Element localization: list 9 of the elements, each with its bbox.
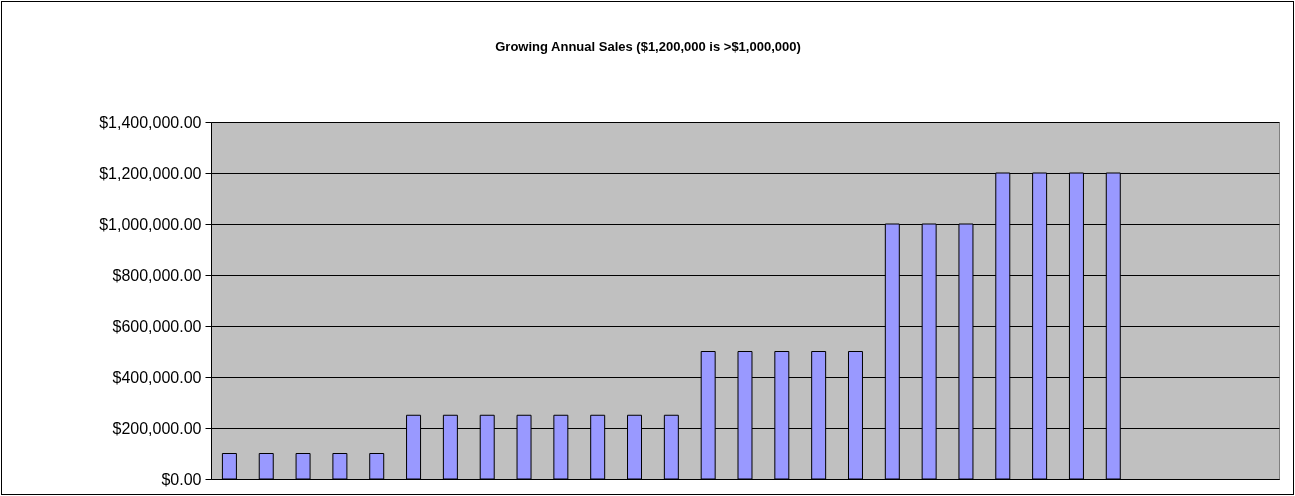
chart-title: Growing Annual Sales ($1,200,000 is >$1,000,000) [495,39,801,54]
y-tick-label: $1,200,000.00 [99,164,202,182]
y-tick-label: $200,000.00 [112,419,202,437]
y-tick-label: $600,000.00 [112,317,202,335]
y-tick-label: $400,000.00 [112,368,202,386]
y-tick-label: $800,000.00 [112,266,202,284]
y-tick-label: $0.00 [161,470,202,488]
y-tick-label: $1,400,000.00 [99,113,202,131]
y-tick-label: $1,000,000.00 [99,215,202,233]
